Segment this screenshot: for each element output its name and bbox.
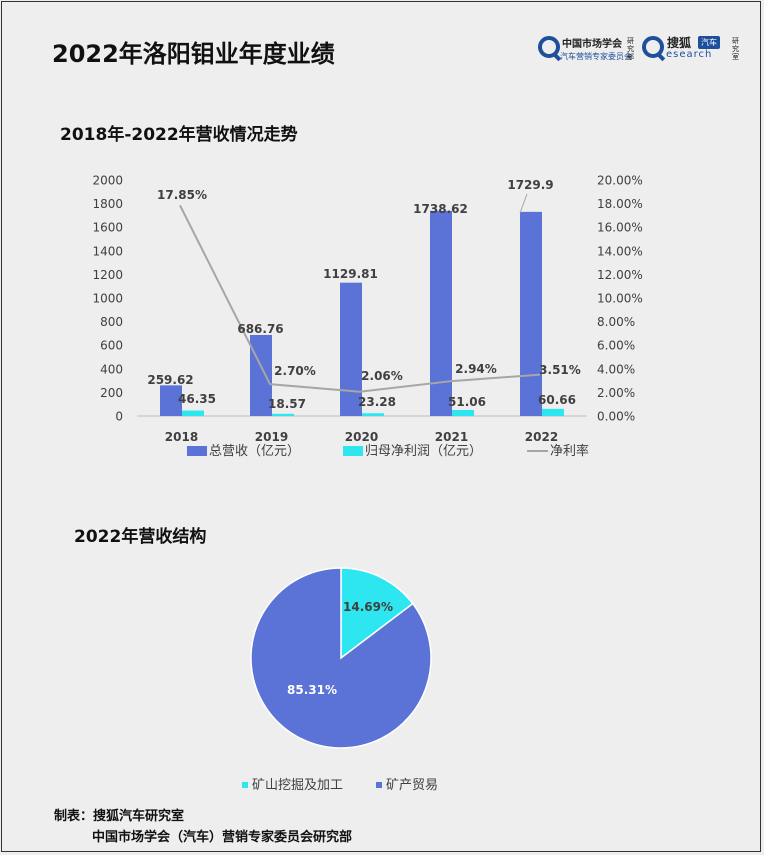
cma-logo-vertical-text: 研究部 [627, 37, 634, 61]
x-axis-tick-label: 2020 [345, 430, 378, 444]
left-axis-tick-label: 400 [100, 362, 123, 376]
sohu-logo-badge: 汽车 [698, 36, 720, 49]
chart1-title: 2018年-2022年营收情况走势 [60, 125, 298, 145]
net-profit-bar [362, 413, 384, 416]
left-axis-tick-label: 800 [100, 315, 123, 329]
right-axis-ticks: 0.00% 2.00% 4.00% 6.00% 8.00% 10.00% 12.00% 14.… [597, 174, 643, 424]
bar-group [160, 210, 564, 416]
revenue-data-label: 1738.62 [413, 202, 468, 216]
right-axis-tick-label: 2.00% [597, 386, 635, 400]
sohu-logo-icon [642, 36, 664, 58]
x-axis-tick-label: 2019 [255, 430, 288, 444]
cma-logo-subtext: 汽车营销专家委员会 [560, 52, 632, 61]
x-axis-ticks: 2018 2019 2020 2021 2022 [165, 430, 558, 444]
label-leader-line [519, 193, 528, 214]
net-margin-data-label: 2.70% [274, 364, 316, 378]
net-profit-bar [452, 409, 474, 416]
sohu-logo-text: 搜狐 [667, 36, 692, 50]
left-axis-tick-label: 2000 [92, 174, 123, 188]
right-axis-tick-label: 20.00% [597, 174, 643, 188]
revenue-bar [520, 211, 542, 416]
x-axis-tick-label: 2018 [165, 430, 198, 444]
data-label-group: 259.62 46.35 686.76 18.57 1129.81 23.28 1738.6… [147, 178, 580, 411]
legend-swatch-net-profit [343, 446, 363, 456]
right-axis-tick-label: 6.00% [597, 339, 635, 353]
logo-group: 中国市场学会 汽车营销专家委员会 研究部 搜狐 汽车 esearch 研究室 [538, 36, 742, 66]
footer: 制表：搜狐汽车研究室 中国市场学会（汽车）营销专家委员会研究部 [54, 806, 352, 848]
left-axis-tick-label: 1600 [92, 221, 123, 235]
page-title: 2022年洛阳钼业年度业绩 [52, 40, 335, 68]
net-margin-data-label: 2.94% [455, 362, 497, 376]
revenue-trend-chart: 0 200 400 600 800 1000 1200 1400 1600 1800 2000 0.… [92, 174, 643, 460]
left-axis-tick-label: 1400 [92, 244, 123, 258]
legend-swatch-revenue [187, 446, 207, 456]
right-axis-tick-label: 12.00% [597, 268, 643, 282]
net-profit-data-label: 18.57 [268, 397, 306, 411]
revenue-bar [160, 385, 182, 416]
left-axis-tick-label: 600 [100, 339, 123, 353]
chart1-legend: 总营收（亿元） 归母净利润（亿元） 净利率 [187, 443, 589, 459]
right-axis-tick-label: 16.00% [597, 221, 643, 235]
left-axis-tick-label: 0 [115, 410, 123, 424]
footer-line1: 制表：搜狐汽车研究室 [54, 809, 185, 824]
cma-logo-text: 中国市场学会 [562, 39, 622, 50]
net-profit-data-label: 51.06 [448, 395, 486, 409]
net-profit-bar [272, 413, 294, 416]
net-profit-data-label: 46.35 [178, 392, 216, 406]
right-axis-tick-label: 10.00% [597, 292, 643, 306]
net-profit-bar [182, 410, 204, 416]
net-margin-data-label: 17.85% [157, 188, 207, 202]
cma-logo-icon [538, 36, 560, 58]
left-axis-tick-label: 200 [100, 386, 123, 400]
revenue-data-label: 1129.81 [323, 267, 378, 281]
left-axis-tick-label: 1200 [92, 268, 123, 282]
legend-label-net-profit: 归母净利润（亿元） [365, 444, 482, 459]
right-axis-tick-label: 14.00% [597, 244, 643, 258]
net-margin-line [179, 204, 541, 393]
revenue-data-label: 686.76 [237, 322, 283, 336]
net-margin-data-label: 3.51% [539, 363, 581, 377]
net-profit-data-label: 60.66 [538, 393, 576, 407]
sohu-logo-vertical-text: 研究室 [732, 37, 739, 61]
legend-label-revenue: 总营收（亿元） [209, 444, 300, 459]
right-axis-tick-label: 18.00% [597, 197, 643, 211]
revenue-data-label: 259.62 [147, 373, 193, 387]
x-axis-tick-label: 2021 [435, 430, 468, 444]
line-group [179, 204, 541, 393]
right-axis-tick-label: 4.00% [597, 362, 635, 376]
net-profit-data-label: 23.28 [358, 395, 396, 409]
revenue-bar [340, 282, 362, 416]
x-axis-tick-label: 2022 [525, 430, 558, 444]
sohu-research-text: esearch [666, 49, 713, 60]
left-axis-ticks: 0 200 400 600 800 1000 1200 1400 1600 1800 2000 [92, 174, 123, 424]
revenue-bar [430, 210, 452, 416]
left-axis-tick-label: 1800 [92, 197, 123, 211]
legend-label-net-margin: 净利率 [550, 443, 589, 459]
right-axis-tick-label: 0.00% [597, 410, 635, 424]
right-axis-tick-label: 8.00% [597, 315, 635, 329]
footer-line2: 中国市场学会（汽车）营销专家委员会研究部 [92, 830, 353, 845]
net-profit-bar [542, 408, 564, 416]
chart2-title: 2022年营收结构 [74, 527, 207, 547]
left-axis-tick-label: 1000 [92, 292, 123, 306]
net-margin-data-label: 2.06% [361, 369, 403, 383]
revenue-data-label: 1729.9 [507, 178, 553, 192]
